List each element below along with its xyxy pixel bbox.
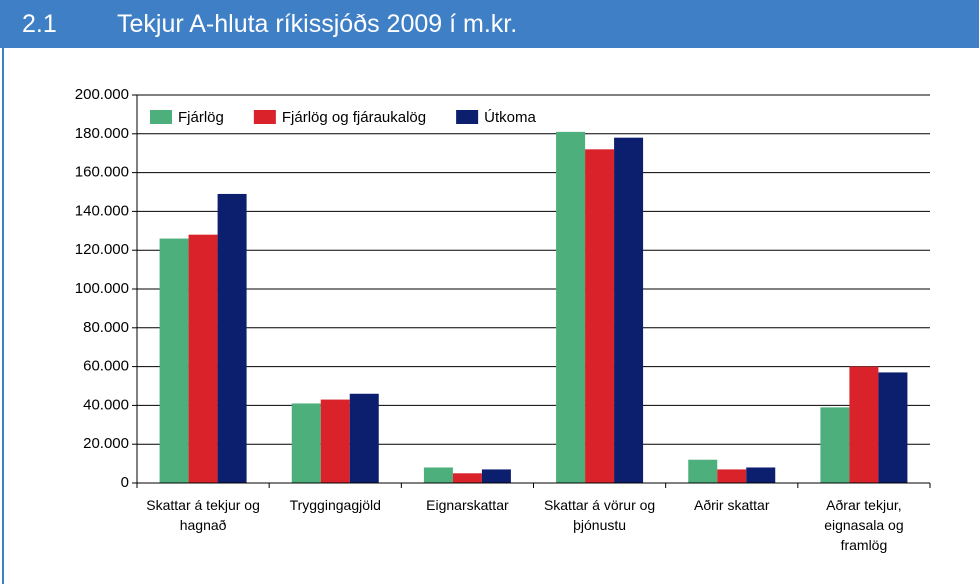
bar: [320, 399, 350, 483]
y-tick-label: 20.000: [83, 435, 129, 452]
x-tick-label: Aðrir skattar: [694, 497, 770, 513]
header-title: Tekjur A-hluta ríkissjóðs 2009 í m.kr.: [117, 10, 518, 38]
x-tick-label: Skattar á tekjur og hagnað: [146, 497, 260, 533]
x-tick-label: Aðrar tekjur, eignasala og framlög: [824, 497, 904, 553]
y-tick-label: 180.000: [75, 125, 129, 142]
y-tick-label: 200.000: [75, 86, 129, 103]
bar: [159, 238, 189, 483]
bar: [585, 149, 615, 483]
legend-swatch: [456, 110, 479, 124]
bar: [717, 469, 747, 483]
legend-label: Fjárlög: [178, 109, 224, 126]
x-tick-label: Tryggingagjöld: [289, 497, 381, 513]
bar: [349, 393, 379, 483]
legend-swatch: [253, 110, 276, 124]
legend-label: Útkoma: [484, 109, 536, 126]
bar: [556, 131, 586, 484]
y-tick-label: 40.000: [83, 396, 129, 413]
bar: [820, 407, 850, 483]
x-tick-label: Skattar á vörur og þjónustu: [543, 497, 656, 533]
header: 2.1 Tekjur A-hluta ríkissjóðs 2009 í m.k…: [0, 0, 979, 48]
bar: [688, 459, 718, 483]
y-tick-label: 100.000: [75, 280, 129, 297]
bar: [849, 366, 879, 483]
legend-label: Fjárlög og fjáraukalög: [282, 109, 426, 126]
x-tick-label: Eignarskattar: [426, 497, 509, 513]
bar: [423, 467, 453, 483]
legend-swatch: [150, 110, 172, 124]
y-tick-label: 60.000: [83, 358, 129, 375]
bar: [614, 137, 644, 483]
frame-border: [2, 48, 4, 584]
y-tick-label: 80.000: [83, 319, 129, 336]
y-tick-label: 120.000: [75, 241, 129, 258]
bar: [452, 473, 482, 483]
y-tick-label: 0: [121, 474, 129, 491]
bar: [481, 469, 511, 483]
bar: [746, 467, 776, 483]
bar: [217, 193, 247, 483]
bar: [291, 403, 321, 483]
bar: [878, 372, 908, 483]
y-tick-label: 160.000: [75, 164, 129, 181]
bar: [188, 234, 218, 483]
y-tick-label: 140.000: [75, 202, 129, 219]
section-number: 2.1: [22, 10, 57, 38]
